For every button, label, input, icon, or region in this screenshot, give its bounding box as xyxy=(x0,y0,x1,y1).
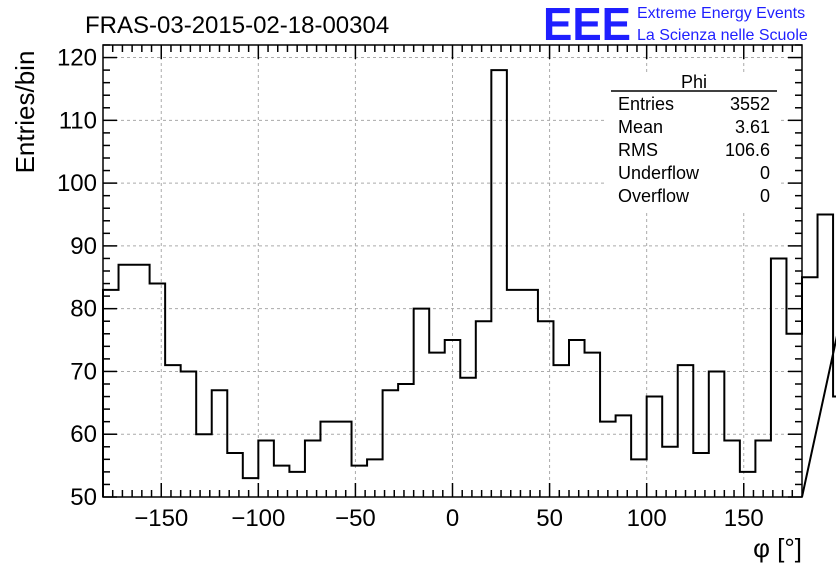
histogram-bin xyxy=(522,290,538,497)
stats-row-value: 0 xyxy=(760,163,770,183)
y-tick-label: 100 xyxy=(57,170,97,197)
histogram-bin xyxy=(616,415,632,497)
stats-row-label: RMS xyxy=(618,140,658,160)
histogram-bin xyxy=(150,284,166,497)
stats-row-label: Mean xyxy=(618,117,663,137)
stats-box-background xyxy=(607,72,779,212)
y-tick-label: 70 xyxy=(70,358,97,385)
histogram-outline xyxy=(102,69,836,498)
histogram-bin xyxy=(678,365,694,497)
stats-row-label: Underflow xyxy=(618,163,700,183)
x-tick-label: −100 xyxy=(231,505,285,532)
histogram-bin xyxy=(771,258,787,497)
stats-box-title: Phi xyxy=(681,72,707,92)
grid-lines xyxy=(103,45,802,498)
histogram-bin xyxy=(398,384,414,497)
histogram-bin xyxy=(507,290,523,497)
x-tick-label: 50 xyxy=(536,505,563,532)
stats-row-value: 106.6 xyxy=(725,140,770,160)
eee-logo-mark: EEE xyxy=(543,0,631,50)
histogram-bin xyxy=(414,309,430,497)
logo-line-2: La Scienza nelle Scuole xyxy=(637,27,808,44)
x-tick-label: 0 xyxy=(446,505,459,532)
x-tick-label: 150 xyxy=(724,505,764,532)
histogram-bin xyxy=(818,215,834,498)
chart-title: FRAS-03-2015-02-18-00304 xyxy=(85,12,389,39)
histogram-bin xyxy=(429,353,445,497)
x-axis-label: φ [°] xyxy=(753,533,802,563)
y-tick-label: 90 xyxy=(70,233,97,260)
histogram-bin xyxy=(631,459,647,497)
eee-logo: EEE Extreme Energy Events La Scienza nel… xyxy=(543,0,808,50)
histogram-bin xyxy=(553,365,569,497)
y-tick-label: 60 xyxy=(70,421,97,448)
histogram-bin xyxy=(585,353,601,497)
histogram-bin xyxy=(134,265,150,497)
stats-row-label: Overflow xyxy=(618,186,690,206)
stats-row-label: Entries xyxy=(618,94,674,114)
histogram-bin xyxy=(383,390,399,497)
histogram-bin xyxy=(600,422,616,497)
axis-ticks xyxy=(103,44,802,498)
logo-line-1: Extreme Energy Events xyxy=(637,5,805,22)
histogram-bin xyxy=(258,441,274,498)
histogram-bin xyxy=(119,265,135,497)
histogram-bin xyxy=(212,390,228,497)
stats-row-value: 3.61 xyxy=(735,117,770,137)
y-tick-label: 80 xyxy=(70,296,97,323)
stats-box: Phi Entries 3552 Mean 3.61 RMS 106.6 Underflow… xyxy=(607,72,779,212)
histogram-bin xyxy=(709,371,725,497)
histogram-bin xyxy=(336,422,352,497)
histogram-bin xyxy=(181,371,197,497)
histogram-bin xyxy=(445,340,461,497)
histogram-bin xyxy=(662,447,678,497)
x-tick-label: 100 xyxy=(627,505,667,532)
x-tick-labels: −150 −100 −50 0 50 100 150 xyxy=(134,505,764,532)
y-tick-labels: 50 60 70 80 90 100 110 120 xyxy=(57,45,97,511)
stats-row-value: 0 xyxy=(760,186,770,206)
histogram-bin xyxy=(320,422,336,497)
histogram-bin xyxy=(538,321,554,497)
stats-row-value: 3552 xyxy=(730,94,770,114)
y-tick-label: 50 xyxy=(70,484,97,511)
histogram-bars xyxy=(102,69,836,498)
y-tick-label: 110 xyxy=(59,107,97,134)
histogram-bin xyxy=(755,441,771,498)
histogram-bin xyxy=(724,441,740,498)
histogram-bin xyxy=(802,277,818,497)
x-tick-label: −150 xyxy=(134,505,188,532)
histogram-bin xyxy=(491,70,507,497)
histogram-bin xyxy=(305,441,321,498)
y-tick-label: 120 xyxy=(57,45,97,72)
histogram-bin xyxy=(196,434,212,497)
histogram-bin xyxy=(647,397,663,497)
histogram-bin xyxy=(460,378,476,497)
histogram-bin xyxy=(165,365,181,497)
histogram-bin xyxy=(476,321,492,497)
y-axis-label: Entries/bin xyxy=(10,51,40,174)
histogram-bin xyxy=(569,340,585,497)
x-tick-label: −50 xyxy=(335,505,376,532)
histogram-bin xyxy=(243,478,259,497)
stats-box-rows: Entries 3552 Mean 3.61 RMS 106.6 Underflow 0 Ove… xyxy=(618,94,770,206)
